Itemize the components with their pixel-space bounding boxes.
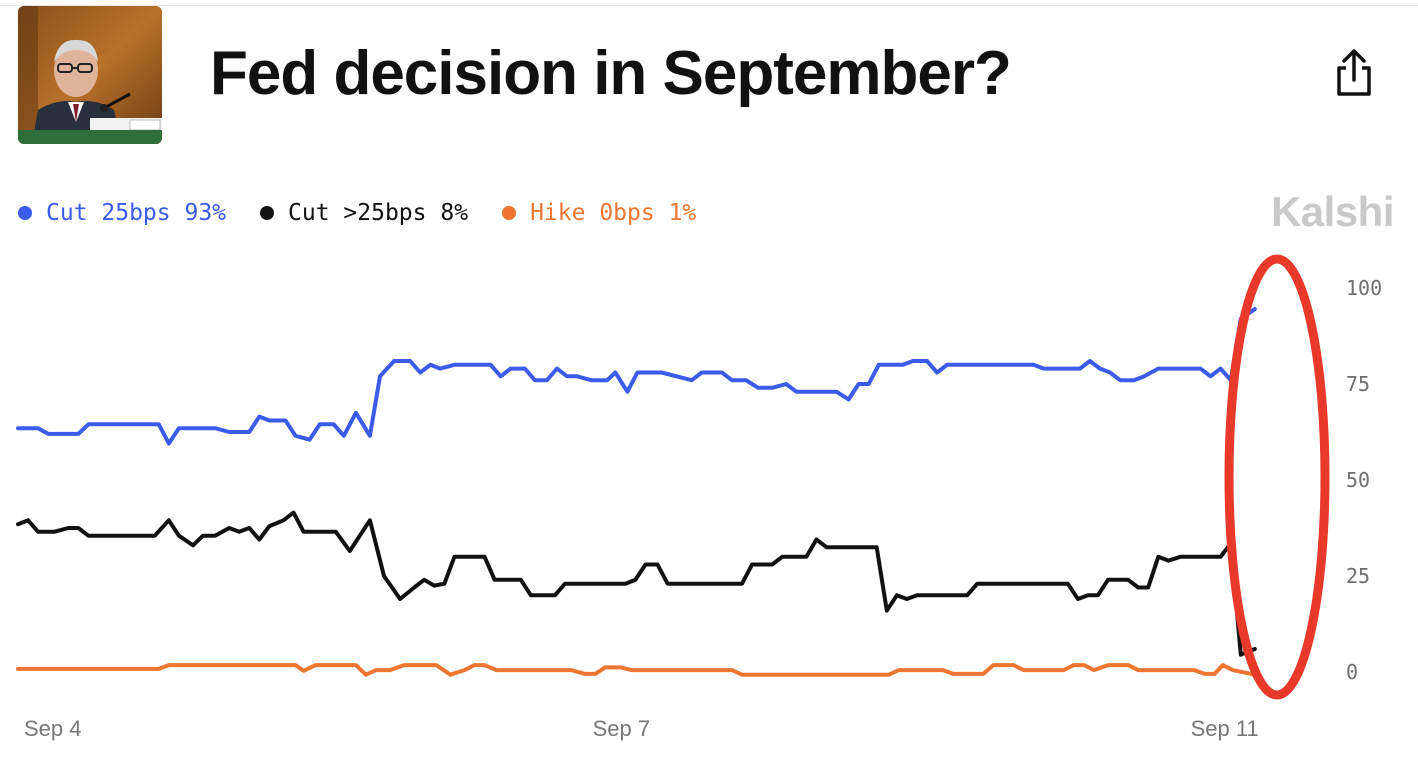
legend-dot-cut-over-25bps [260, 206, 275, 220]
legend-label-cut-over-25bps: Cut >25bps [288, 200, 427, 226]
speaker-photo [18, 6, 162, 144]
top-divider [0, 5, 1418, 6]
y-tick-label: 100 [1346, 276, 1382, 300]
y-axis-ticks: 0 25 50 75 100 [1346, 276, 1382, 684]
y-tick-label: 25 [1346, 564, 1370, 588]
legend-dot-cut-25bps [18, 206, 32, 220]
series-line-cut-over-25bps [16, 510, 1257, 657]
x-tick-label: Sep 4 [24, 716, 82, 741]
legend-value-hike-0bps: 1% [668, 200, 697, 226]
chart-legend: Cut 25bps 93% Cut >25bps 8% Hike 0bps 1% [18, 198, 730, 228]
x-axis-ticks: Sep 4 Sep 7 Sep 11 [24, 716, 1259, 741]
legend-label-hike-0bps: Hike 0bps [530, 200, 655, 226]
highlight-ellipse [1224, 254, 1330, 700]
y-tick-label: 75 [1346, 372, 1370, 396]
brand-logo-text: Kalshi [1270, 188, 1395, 235]
legend-value-cut-over-25bps: 8% [440, 200, 469, 226]
legend-dot-hike-0bps [502, 206, 517, 220]
legend-value-cut-25bps: 93% [184, 200, 227, 226]
series-layer [16, 307, 1257, 677]
y-tick-label: 50 [1346, 468, 1370, 492]
y-tick-label: 0 [1346, 660, 1358, 684]
legend-item-cut-25bps[interactable]: Cut 25bps 93% [18, 200, 226, 226]
series-line-hike-0bps [16, 663, 1257, 677]
series-line-cut-25bps [16, 307, 1257, 446]
page-title: Fed decision in September? [210, 39, 1012, 108]
legend-item-cut-over-25bps[interactable]: Cut >25bps 8% [260, 200, 468, 226]
x-tick-label: Sep 11 [1191, 716, 1259, 741]
speaker-photo-illustration [18, 6, 162, 144]
share-icon [1337, 49, 1371, 96]
legend-item-hike-0bps[interactable]: Hike 0bps 1% [502, 200, 696, 226]
legend-label-cut-25bps: Cut 25bps [46, 200, 171, 226]
share-button[interactable] [1330, 46, 1378, 100]
x-tick-label: Sep 7 [593, 716, 651, 741]
